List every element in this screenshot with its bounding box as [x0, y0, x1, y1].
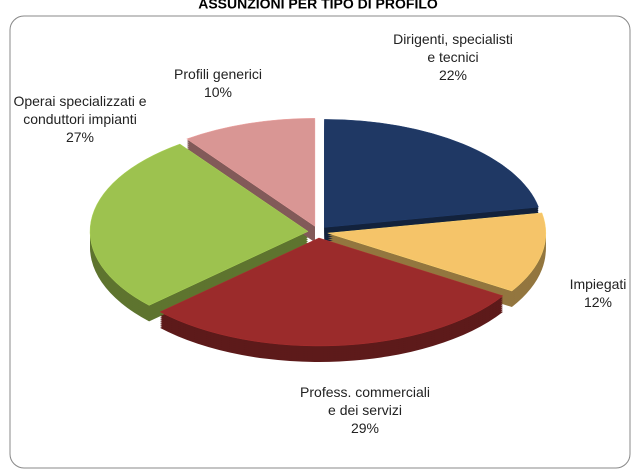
value-label: 10% [203, 84, 233, 100]
category-label: Profili generici [174, 66, 262, 82]
slice [324, 119, 539, 228]
value-label: 27% [65, 129, 95, 145]
slice-label-box: Impiegati 12% [558, 275, 636, 311]
slice [186, 118, 316, 227]
chart-title: ASSUNZIONI PER TIPO DI PROFILO [198, 0, 438, 12]
category-label: Profess. commerciali e dei servizi [300, 384, 430, 418]
category-label: Impiegati [569, 276, 627, 292]
category-label: Dirigenti, specialisti e tecnici [393, 31, 513, 65]
slice-label-box: Dirigenti, specialisti e tecnici 22% [393, 30, 513, 84]
slice-label-box: Profili generici 10% [153, 65, 283, 101]
category-label: Operai specializzati e conduttori impian… [13, 93, 147, 127]
value-label: 22% [438, 67, 468, 83]
slice-label-box: Profess. commerciali e dei servizi 29% [295, 383, 435, 437]
slice-label-box: Operai specializzati e conduttori impian… [10, 92, 150, 146]
value-label: 12% [583, 294, 613, 310]
slice [159, 237, 504, 347]
value-label: 29% [350, 420, 380, 436]
slice [327, 212, 546, 292]
slice [89, 143, 309, 306]
